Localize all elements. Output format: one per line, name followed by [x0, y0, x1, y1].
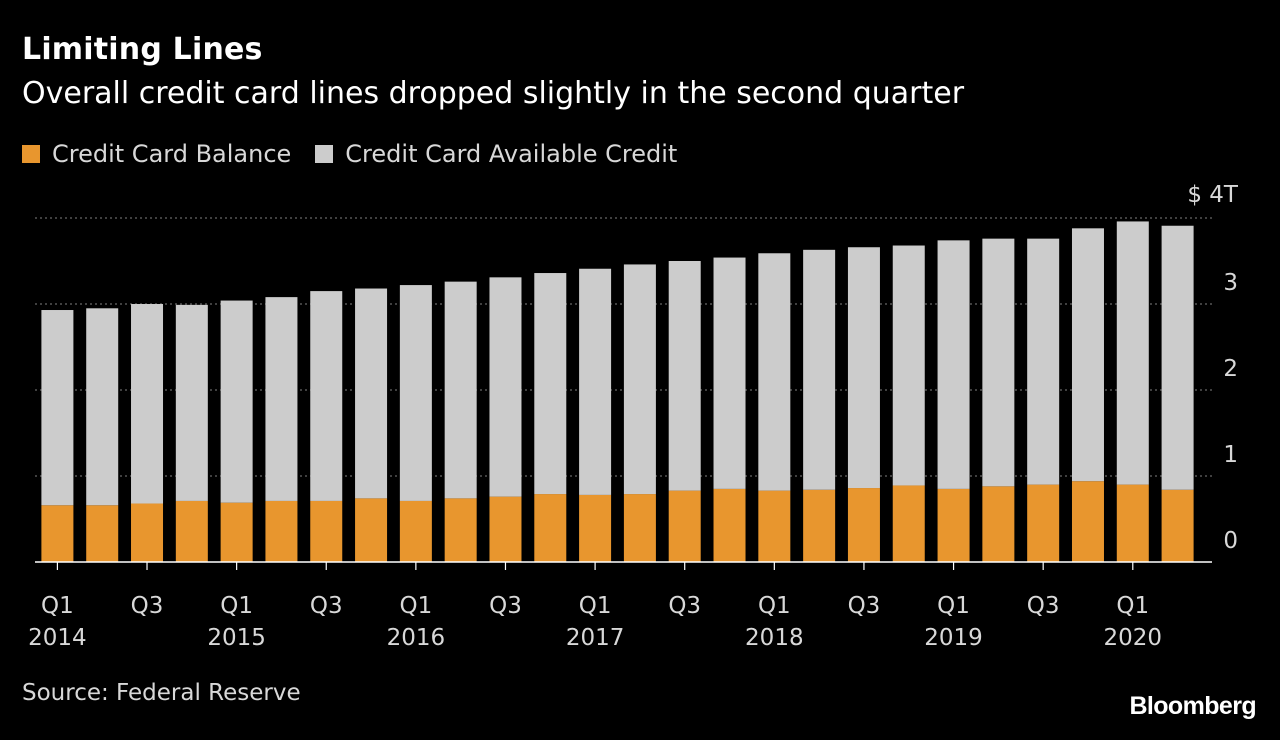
bar-available-credit [310, 291, 343, 501]
bar-balance [713, 488, 746, 562]
x-tick-quarter: Q1 [937, 593, 970, 619]
x-tick-quarter: Q1 [399, 593, 432, 619]
bar-available-credit [41, 310, 74, 506]
bar-balance [265, 500, 298, 562]
x-tick-year: 2017 [566, 625, 625, 651]
y-tick-label: 0 [1223, 528, 1238, 554]
source-note: Source: Federal Reserve [22, 680, 301, 706]
bar-available-credit [937, 240, 970, 489]
bar-available-credit [803, 249, 836, 490]
bar-balance [1027, 484, 1060, 562]
bar-balance [803, 489, 836, 562]
y-tick-label: $ 4T [1187, 182, 1239, 208]
bar-balance [1161, 489, 1194, 562]
bar-balance [489, 496, 522, 562]
x-tick-quarter: Q1 [41, 593, 74, 619]
x-tick-year: 2014 [28, 625, 87, 651]
x-tick-year: 2016 [387, 625, 446, 651]
y-tick-label: 3 [1223, 270, 1238, 296]
x-tick-year: 2018 [745, 625, 804, 651]
x-tick-quarter: Q3 [848, 593, 881, 619]
bar-available-credit [847, 247, 880, 489]
x-tick-quarter: Q1 [758, 593, 791, 619]
bar-available-credit [444, 281, 477, 499]
bar-available-credit [892, 245, 925, 486]
bar-available-credit [355, 288, 388, 499]
bloomberg-logo: Bloomberg [1129, 692, 1256, 720]
bar-balance [937, 488, 970, 562]
bar-balance [355, 498, 388, 562]
legend-swatch-balance [22, 145, 40, 163]
bar-available-credit [579, 268, 612, 495]
bar-balance [444, 498, 477, 562]
bar-available-credit [534, 273, 567, 495]
bar-available-credit [713, 257, 746, 489]
chart-title: Limiting Lines [22, 32, 263, 67]
legend-label-balance: Credit Card Balance [52, 140, 292, 168]
bar-available-credit [1116, 221, 1149, 485]
y-tick-label: 1 [1223, 442, 1238, 468]
legend-item-balance: Credit Card Balance [22, 140, 291, 168]
bar-available-credit [220, 300, 253, 503]
bar-balance [668, 490, 701, 562]
chart-subtitle: Overall credit card lines dropped slight… [22, 76, 965, 111]
bar-balance [623, 494, 656, 562]
bar-available-credit [489, 277, 522, 497]
bar-available-credit [1071, 228, 1104, 482]
legend-item-available: Credit Card Available Credit [315, 140, 677, 168]
x-tick-quarter: Q3 [1027, 593, 1060, 619]
bar-available-credit [982, 238, 1015, 487]
bar-balance [220, 502, 253, 562]
bar-available-credit [758, 253, 791, 491]
bar-balance [892, 485, 925, 562]
bar-available-credit [399, 285, 432, 501]
bar-balance [1116, 484, 1149, 562]
bar-balance [86, 505, 119, 562]
bar-balance [1071, 481, 1104, 562]
bar-balance [579, 494, 612, 562]
bar-balance [41, 505, 74, 562]
bar-balance [847, 488, 880, 562]
bar-available-credit [623, 264, 656, 495]
legend-swatch-available [315, 145, 334, 163]
bar-balance [175, 500, 208, 562]
bar-balance [310, 500, 343, 562]
legend: Credit Card Balance Credit Card Availabl… [22, 140, 701, 168]
x-tick-quarter: Q1 [220, 593, 253, 619]
bar-balance [534, 494, 567, 562]
x-tick-quarter: Q1 [1116, 593, 1149, 619]
y-tick-label: 2 [1223, 356, 1238, 382]
bar-available-credit [1161, 225, 1194, 490]
x-tick-quarter: Q3 [131, 593, 164, 619]
bar-available-credit [175, 304, 208, 501]
x-tick-quarter: Q3 [489, 593, 522, 619]
bar-available-credit [86, 308, 119, 506]
x-tick-quarter: Q1 [579, 593, 612, 619]
bar-balance [758, 490, 791, 562]
bar-available-credit [668, 261, 701, 491]
x-tick-year: 2020 [1104, 625, 1163, 651]
bar-available-credit [1027, 238, 1060, 485]
x-tick-quarter: Q3 [668, 593, 701, 619]
x-tick-year: 2015 [207, 625, 266, 651]
bar-available-credit [265, 297, 298, 501]
bar-balance [982, 486, 1015, 562]
bar-balance [131, 503, 164, 562]
x-tick-quarter: Q3 [310, 593, 343, 619]
x-tick-year: 2019 [924, 625, 983, 651]
bar-balance [399, 500, 432, 562]
bar-available-credit [131, 304, 164, 504]
legend-label-available: Credit Card Available Credit [345, 140, 678, 168]
